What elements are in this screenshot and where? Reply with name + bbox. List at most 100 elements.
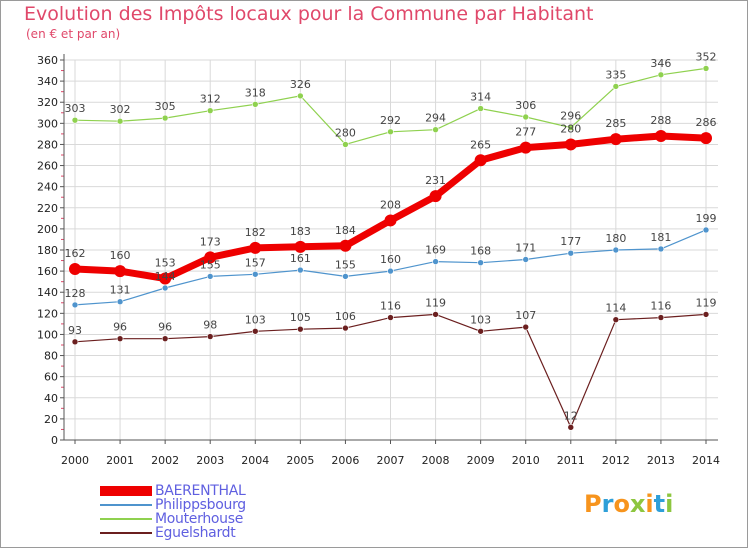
legend-label-baerenthal: BAERENTHAL <box>155 483 246 499</box>
data-label-philippsbourg-2007: 160 <box>380 253 401 266</box>
point-philippsbourg-2012 <box>612 246 620 254</box>
data-label-baerenthal-2010: 277 <box>515 126 536 139</box>
data-label-mouterhouse-2008: 294 <box>425 112 446 125</box>
data-label-philippsbourg-2006: 155 <box>335 258 356 271</box>
data-label-mouterhouse-2004: 318 <box>245 86 266 99</box>
data-label-baerenthal-2012: 285 <box>605 117 626 130</box>
data-label-baerenthal-2013: 288 <box>650 114 671 127</box>
x-tick-label-2014: 2014 <box>692 454 720 467</box>
data-label-eguelshardt-2000: 93 <box>68 324 82 337</box>
point-mouterhouse-2006 <box>342 141 349 148</box>
x-tick-label-2011: 2011 <box>557 454 585 467</box>
logo-letter: i <box>645 490 654 518</box>
point-philippsbourg-2004 <box>251 270 259 278</box>
data-label-eguelshardt-2006: 106 <box>335 310 356 323</box>
y-tick-label-340: 340 <box>37 75 58 88</box>
point-mouterhouse-2004 <box>251 101 259 108</box>
point-philippsbourg-2013 <box>657 245 665 253</box>
data-label-philippsbourg-2001: 131 <box>110 284 131 297</box>
point-philippsbourg-2008 <box>432 258 439 265</box>
point-eguelshardt-2000 <box>71 338 79 346</box>
y-tick-label-160: 160 <box>37 265 58 278</box>
point-philippsbourg-2003 <box>206 273 214 280</box>
data-label-eguelshardt-2013: 116 <box>650 300 671 313</box>
point-baerenthal-2009 <box>474 154 487 167</box>
chart-subtitle: (en € et par an) <box>26 27 121 41</box>
point-mouterhouse-2011 <box>567 124 575 131</box>
point-baerenthal-2011 <box>564 138 577 151</box>
point-philippsbourg-2014 <box>702 226 710 234</box>
point-baerenthal-2013 <box>654 130 667 142</box>
logo-letter: r <box>601 490 614 518</box>
data-label-baerenthal-2004: 182 <box>245 226 266 239</box>
point-baerenthal-2008 <box>429 190 442 203</box>
logo-letter: P <box>584 490 602 518</box>
point-mouterhouse-2012 <box>612 83 620 90</box>
x-tick-label-2013: 2013 <box>647 454 675 467</box>
y-tick-label-60: 60 <box>44 371 58 384</box>
data-label-philippsbourg-2000: 128 <box>65 287 86 300</box>
data-label-mouterhouse-2009: 314 <box>470 91 491 104</box>
point-philippsbourg-2007 <box>387 267 394 275</box>
data-label-eguelshardt-2003: 98 <box>203 319 217 332</box>
point-eguelshardt-2011 <box>567 424 575 431</box>
data-label-mouterhouse-2002: 305 <box>155 100 176 113</box>
data-label-baerenthal-2006: 184 <box>335 224 356 237</box>
x-tick-label-2003: 2003 <box>196 454 224 467</box>
data-label-baerenthal-2003: 173 <box>200 235 221 248</box>
data-label-baerenthal-2007: 208 <box>380 198 401 211</box>
data-label-philippsbourg-2013: 181 <box>650 231 671 244</box>
data-label-philippsbourg-2010: 171 <box>515 242 536 255</box>
data-label-philippsbourg-2003: 155 <box>200 258 221 271</box>
point-mouterhouse-2007 <box>387 128 394 136</box>
point-philippsbourg-2009 <box>477 259 484 266</box>
point-baerenthal-2005 <box>294 240 307 253</box>
point-mouterhouse-2002 <box>161 114 169 122</box>
point-eguelshardt-2010 <box>522 323 530 331</box>
data-label-eguelshardt-2004: 103 <box>245 313 266 326</box>
legend-swatch-eguelshardt <box>100 532 152 534</box>
point-baerenthal-2014 <box>700 132 712 145</box>
logo-letter: o <box>613 490 630 518</box>
point-mouterhouse-2000 <box>71 116 79 124</box>
legend-swatch-mouterhouse <box>100 518 152 520</box>
data-label-eguelshardt-2008: 119 <box>425 296 446 309</box>
legend-swatch-philippsbourg <box>100 504 152 506</box>
data-label-mouterhouse-2003: 312 <box>200 93 221 106</box>
data-label-philippsbourg-2005: 161 <box>290 252 311 265</box>
data-label-mouterhouse-2007: 292 <box>380 114 401 127</box>
point-philippsbourg-2001 <box>116 298 124 306</box>
data-label-baerenthal-2005: 183 <box>290 225 311 238</box>
point-philippsbourg-2000 <box>71 301 79 309</box>
point-eguelshardt-2009 <box>477 327 484 335</box>
data-label-mouterhouse-2000: 303 <box>65 102 86 115</box>
data-label-mouterhouse-2005: 326 <box>290 78 311 91</box>
data-label-eguelshardt-2002: 96 <box>158 321 172 334</box>
data-label-eguelshardt-2005: 105 <box>290 311 311 324</box>
legend-swatch-baerenthal <box>100 486 152 496</box>
point-mouterhouse-2008 <box>432 126 439 133</box>
point-baerenthal-2007 <box>384 214 397 227</box>
data-label-baerenthal-2009: 265 <box>470 138 491 151</box>
y-tick-label-120: 120 <box>37 307 58 320</box>
data-label-philippsbourg-2009: 168 <box>470 245 491 258</box>
data-label-eguelshardt-2007: 116 <box>380 300 401 313</box>
chart-title: Evolution des Impôts locaux pour la Comm… <box>24 3 594 25</box>
point-philippsbourg-2002 <box>161 284 169 292</box>
y-tick-label-240: 240 <box>37 181 58 194</box>
x-tick-label-2002: 2002 <box>151 454 179 467</box>
x-tick-label-2009: 2009 <box>467 454 495 467</box>
data-label-eguelshardt-2011: 12 <box>564 409 578 422</box>
data-label-philippsbourg-2008: 169 <box>425 244 446 257</box>
point-eguelshardt-2001 <box>116 335 124 342</box>
point-philippsbourg-2006 <box>342 273 349 280</box>
point-mouterhouse-2010 <box>522 113 530 121</box>
logo-letter: x <box>629 490 646 518</box>
x-tick-label-2010: 2010 <box>512 454 540 467</box>
y-tick-label-260: 260 <box>37 160 58 173</box>
point-philippsbourg-2010 <box>522 256 530 263</box>
point-mouterhouse-2014 <box>702 65 710 72</box>
y-tick-label-0: 0 <box>51 434 58 447</box>
